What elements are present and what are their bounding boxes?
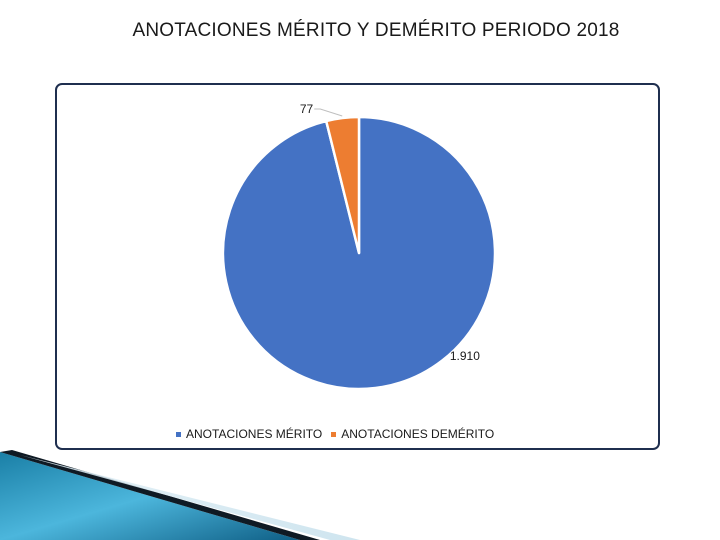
legend-item-demerito: ANOTACIONES DEMÉRITO <box>331 427 494 441</box>
legend-item-merito: ANOTACIONES MÉRITO <box>176 427 322 441</box>
data-label-0: 1.910 <box>450 349 480 363</box>
data-label-1: 77 <box>300 102 314 116</box>
legend-swatch-merito <box>176 431 181 437</box>
legend-label-demerito: ANOTACIONES DEMÉRITO <box>341 427 495 441</box>
pie-slice-1 <box>324 115 361 255</box>
legend-label-merito: ANOTACIONES MÉRITO <box>186 427 323 441</box>
legend-swatch-demerito <box>331 431 337 437</box>
slide-title: ANOTACIONES MÉRITO Y DEMÉRITO PERIODO 20… <box>132 20 620 41</box>
chart-legend: ANOTACIONES MÉRITO ANOTACIONES DEMÉRITO <box>176 427 503 441</box>
leader-line-1 <box>314 108 343 117</box>
